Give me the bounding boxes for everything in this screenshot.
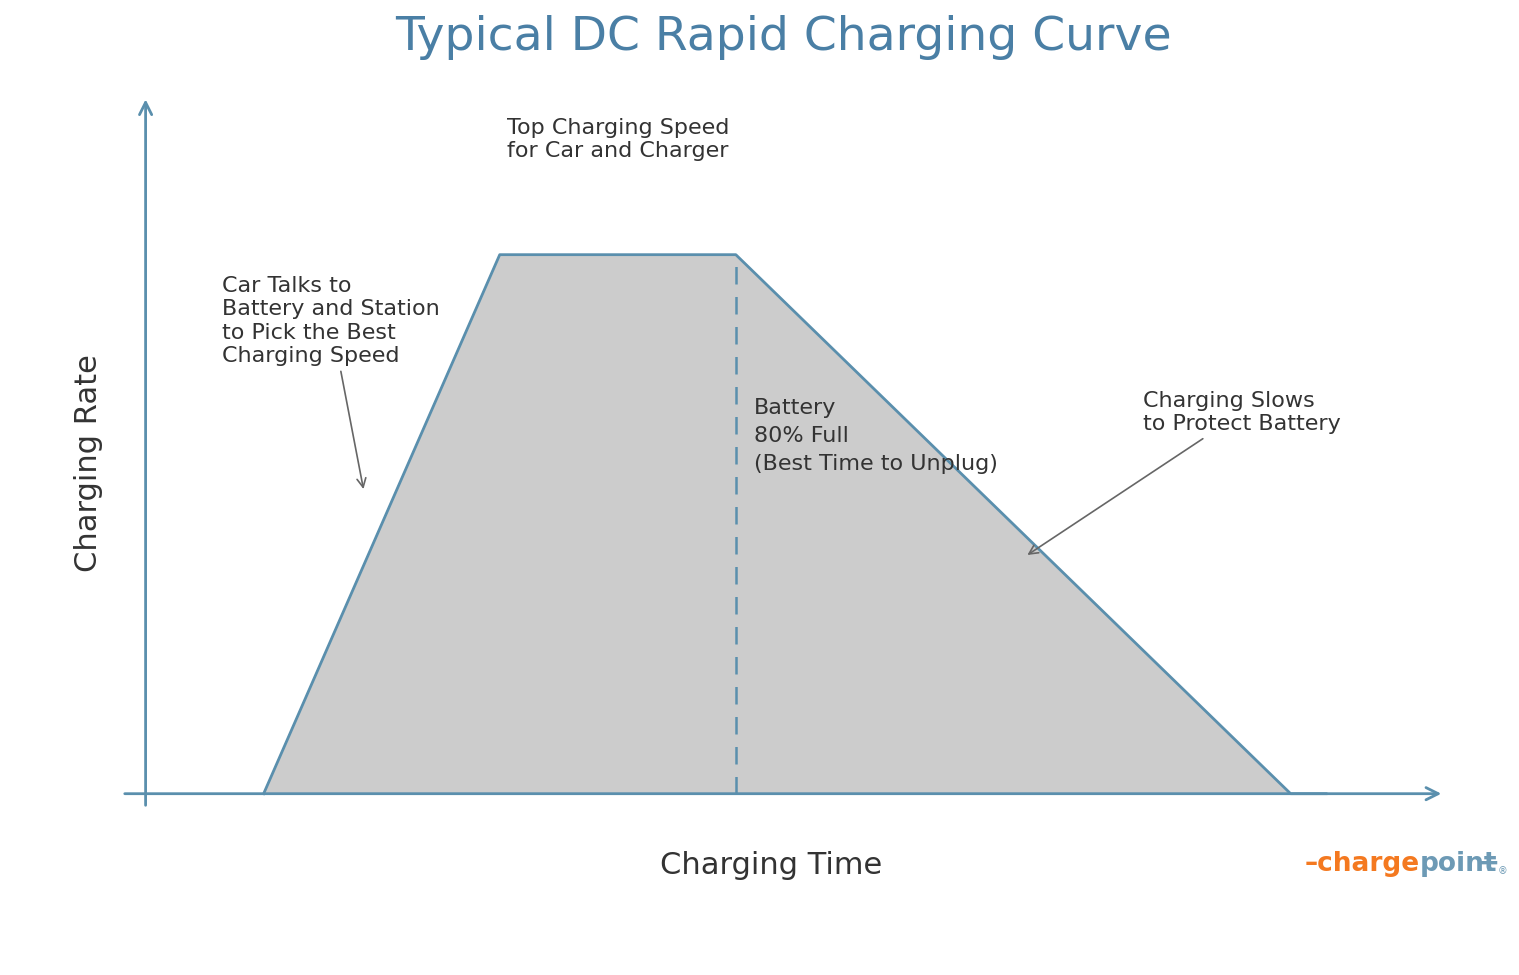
Text: Car Talks to
Battery and Station
to Pick the Best
Charging Speed: Car Talks to Battery and Station to Pick… — [222, 276, 441, 488]
Text: Battery
80% Full
(Best Time to Unplug): Battery 80% Full (Best Time to Unplug) — [753, 399, 998, 475]
Text: –charge: –charge — [1305, 851, 1420, 878]
Text: Charging Slows
to Protect Battery: Charging Slows to Protect Battery — [1028, 391, 1341, 554]
Text: Top Charging Speed
for Car and Charger: Top Charging Speed for Car and Charger — [507, 118, 729, 161]
Text: Charging Rate: Charging Rate — [74, 354, 103, 572]
Title: Typical DC Rapid Charging Curve: Typical DC Rapid Charging Curve — [395, 15, 1171, 60]
Text: +: + — [1478, 851, 1499, 878]
Text: point: point — [1420, 851, 1498, 878]
Text: Charging Time: Charging Time — [661, 851, 883, 880]
Text: ®: ® — [1498, 866, 1507, 876]
Polygon shape — [264, 254, 1326, 794]
